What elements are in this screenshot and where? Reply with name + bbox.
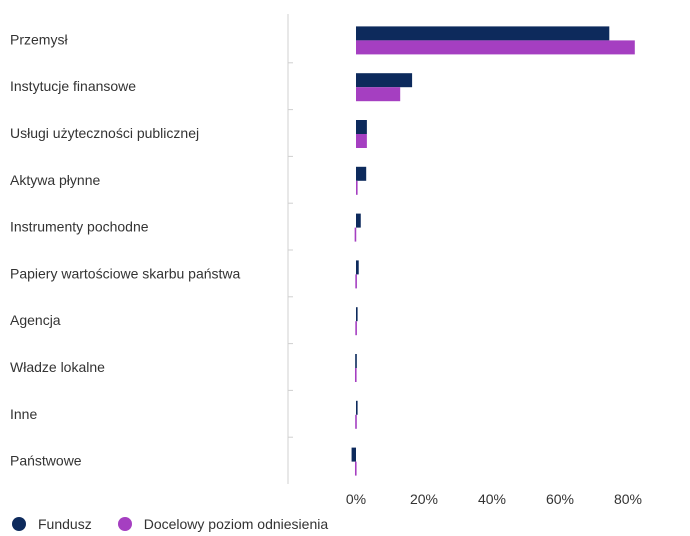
category-label: Papiery wartościowe skarbu państwa — [10, 265, 241, 281]
x-tick-label: 0% — [346, 491, 366, 507]
bar-benchmark — [356, 134, 367, 148]
bar-benchmark — [355, 274, 357, 289]
bar-benchmark — [356, 180, 358, 195]
category-label: Instrumenty pochodne — [10, 219, 149, 235]
legend-swatch-fundusz — [12, 517, 26, 531]
x-tick-label: 60% — [546, 491, 574, 507]
bar-fundusz — [356, 307, 358, 322]
x-tick-label: 40% — [478, 491, 506, 507]
bar-benchmark — [355, 414, 357, 429]
bar-benchmark — [354, 227, 357, 242]
bar-fundusz — [356, 26, 610, 41]
bar-benchmark — [354, 368, 357, 382]
category-label: Przemysł — [10, 31, 68, 47]
bar-fundusz — [356, 120, 367, 134]
bars-layer — [351, 26, 635, 476]
legend-label-fundusz: Fundusz — [38, 516, 92, 532]
bar-fundusz — [355, 354, 357, 368]
bar-fundusz — [356, 213, 361, 228]
bar-benchmark — [354, 461, 357, 476]
bar-benchmark — [356, 40, 635, 55]
bar-fundusz — [356, 260, 359, 275]
legend-item-benchmark[interactable]: Docelowy poziom odniesienia — [117, 516, 329, 532]
category-label: Aktywa płynne — [10, 172, 100, 188]
category-label: Inne — [10, 406, 37, 422]
category-label: Państwowe — [10, 453, 82, 469]
bar-benchmark — [355, 321, 357, 336]
bar-fundusz — [351, 447, 356, 462]
bar-chart: Przemysł Instytucje finansowe Usługi użyte… — [10, 14, 642, 507]
labels-layer: Przemysł Instytucje finansowe Usługi użyte… — [10, 31, 642, 507]
bar-benchmark — [356, 87, 401, 102]
bar-fundusz — [356, 400, 358, 415]
legend: Fundusz Docelowy poziom odniesienia — [12, 516, 354, 532]
bar-fundusz — [356, 166, 367, 181]
category-label: Władze lokalne — [10, 359, 105, 375]
category-label: Usługi użyteczności publicznej — [10, 125, 199, 141]
category-label: Agencja — [10, 312, 61, 328]
legend-item-fundusz[interactable]: Fundusz — [12, 516, 92, 532]
legend-swatch-benchmark — [117, 517, 132, 531]
bar-fundusz — [356, 73, 413, 88]
x-tick-label: 80% — [614, 491, 642, 507]
x-tick-label: 20% — [410, 491, 438, 507]
legend-label-benchmark: Docelowy poziom odniesienia — [143, 516, 329, 532]
axis-layer — [287, 14, 293, 484]
category-label: Instytucje finansowe — [10, 78, 136, 94]
